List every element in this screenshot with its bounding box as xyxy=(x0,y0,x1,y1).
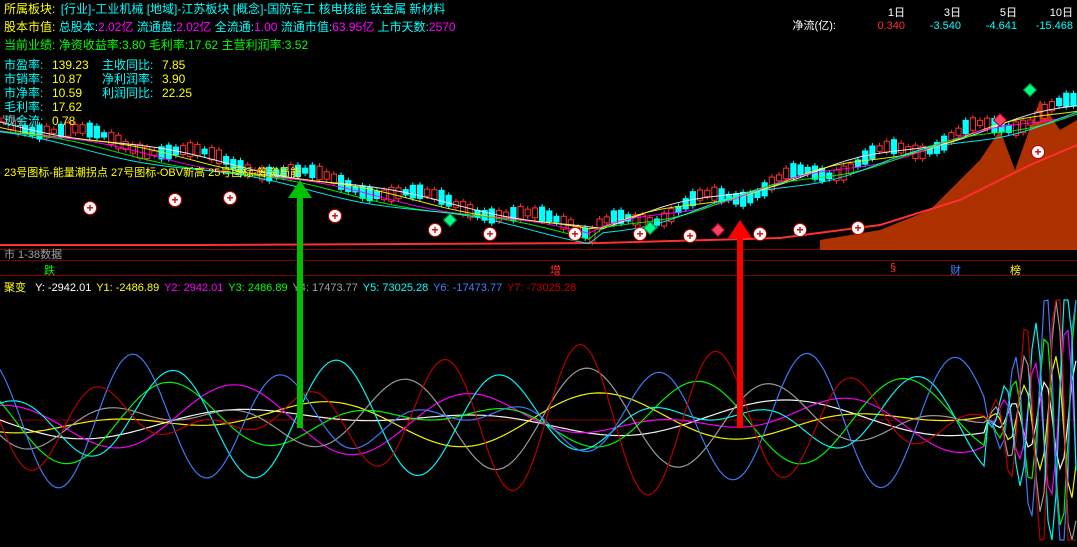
signal-plus-icon xyxy=(223,191,237,205)
mid-indicator-row: 跌 增 § 财 榜 xyxy=(0,260,1077,276)
oscillator-legend: 聚变 Y: -2942.01 Y1: -2486.89 Y2: 2942.01 … xyxy=(0,278,1077,294)
oscillator-chart[interactable] xyxy=(0,296,1077,544)
signal-plus-icon xyxy=(568,227,582,241)
signal-plus-icon xyxy=(753,227,767,241)
green-up-arrow xyxy=(288,180,312,428)
signal-plus-icon xyxy=(851,221,865,235)
signal-plus-icon xyxy=(168,193,182,207)
red-up-arrow xyxy=(728,220,752,428)
indicator-overlay-label: 23号图标-能量潮拐点 27号图标-OBV新高 25号图标-筹资局能 xyxy=(4,164,301,180)
signal-plus-icon xyxy=(683,229,697,243)
signal-plus-icon xyxy=(328,209,342,223)
ratio-stats-box: 市盈率:139.23主收同比:7.85市销率:10.87净利润率:3.90市净率… xyxy=(4,58,192,128)
signal-plus-icon xyxy=(83,201,97,215)
signal-plus-icon xyxy=(483,227,497,241)
signal-plus-icon xyxy=(1031,145,1045,159)
header-performance-row: 当前业绩: 净资收益率:3.80 毛利率:17.62 主营利润率:3.52 xyxy=(0,36,1077,54)
signal-plus-icon xyxy=(793,223,807,237)
signal-plus-icon xyxy=(428,223,442,237)
net-flow-summary: 净流(亿): 1日0.3403日-3.5405日-4.64110日-15.468 xyxy=(793,4,1073,33)
